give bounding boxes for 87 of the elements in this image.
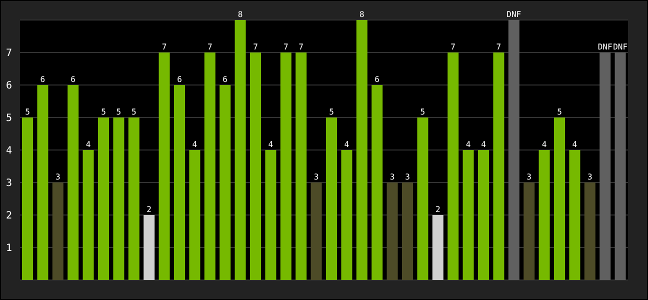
bar: [174, 85, 185, 280]
bar: [144, 215, 155, 280]
data-label: 4: [86, 140, 91, 149]
data-label: 5: [557, 108, 562, 116]
bar: [524, 182, 535, 280]
data-label: DNF: [613, 42, 628, 52]
bar: [356, 20, 368, 280]
data-label: 2: [435, 205, 440, 214]
bar: [554, 118, 565, 280]
bar: [372, 85, 383, 280]
data-label: 5: [116, 108, 122, 116]
data-label: 7: [253, 42, 258, 52]
bar: [204, 52, 216, 280]
bar: [417, 118, 428, 280]
bar: [189, 150, 200, 280]
y-tick-label: 7: [6, 48, 12, 60]
y-tick-label: 2: [6, 210, 12, 222]
data-label: DNF: [598, 42, 613, 52]
bar: [493, 52, 504, 280]
data-label: 5: [420, 108, 426, 116]
bar: [402, 182, 413, 280]
data-label: 3: [526, 172, 532, 182]
bar: [600, 52, 611, 280]
bar: [584, 182, 596, 280]
bar: [478, 150, 489, 280]
data-label: 4: [192, 140, 198, 149]
data-label: 6: [70, 75, 76, 84]
bar: [386, 182, 398, 280]
bar: [280, 52, 292, 280]
bar: [234, 20, 246, 280]
bar: [250, 52, 261, 280]
bar: [82, 150, 94, 280]
y-tick-label: 6: [6, 80, 12, 92]
bar: [569, 150, 580, 280]
bar: [432, 215, 444, 280]
y-tick-label: 5: [6, 113, 12, 124]
bar: [508, 20, 520, 280]
data-label: 7: [496, 42, 502, 52]
data-label: 7: [283, 42, 288, 52]
bar: [462, 150, 474, 280]
data-label: 8: [238, 10, 243, 19]
data-label: 5: [101, 108, 106, 116]
bar: [22, 118, 33, 280]
data-label: 7: [298, 42, 304, 52]
bar: [220, 85, 231, 280]
bar: [538, 150, 550, 280]
data-label: 4: [481, 140, 486, 149]
data-label: 4: [466, 140, 471, 149]
data-label: 5: [329, 108, 334, 116]
data-label: 3: [405, 172, 410, 182]
bar: [326, 118, 337, 280]
bar: [37, 85, 48, 280]
bar: [448, 52, 459, 280]
bar: [341, 150, 352, 280]
bar: [68, 85, 79, 280]
data-label: 3: [55, 172, 60, 182]
bar: [310, 182, 322, 280]
data-label: 4: [268, 140, 274, 149]
data-label: 4: [542, 140, 547, 149]
bar: [614, 52, 626, 280]
bar: [158, 52, 170, 280]
y-tick-label: 3: [6, 178, 12, 190]
data-label: 7: [450, 42, 456, 52]
bar: [296, 52, 307, 280]
data-label: 6: [374, 75, 380, 84]
data-label: 3: [314, 172, 319, 182]
data-label: 7: [207, 42, 212, 52]
bar: [52, 182, 64, 280]
data-label: 3: [390, 172, 395, 182]
bar: [113, 118, 124, 280]
data-label: DNF: [506, 10, 522, 19]
data-label: 5: [25, 108, 30, 116]
data-label: 8: [359, 10, 364, 19]
data-label: 4: [344, 140, 350, 149]
bar: [98, 118, 109, 280]
data-label: 2: [146, 205, 152, 214]
data-label: 6: [40, 75, 46, 84]
data-label: 4: [572, 140, 578, 149]
data-label: 5: [131, 108, 136, 116]
data-label: 7: [162, 42, 167, 52]
data-label: 3: [587, 172, 592, 182]
data-label: 6: [222, 75, 228, 84]
y-tick-label: 1: [6, 243, 12, 254]
bar: [128, 118, 140, 280]
y-tick-label: 4: [6, 146, 12, 157]
data-label: 6: [177, 75, 182, 84]
bar: [265, 150, 276, 280]
